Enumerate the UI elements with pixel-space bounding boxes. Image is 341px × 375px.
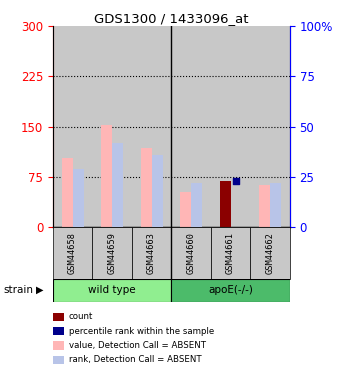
Bar	[191, 183, 202, 227]
Bar	[132, 26, 171, 227]
Text: percentile rank within the sample: percentile rank within the sample	[69, 327, 214, 336]
Bar	[132, 227, 171, 279]
Bar	[270, 183, 281, 227]
Text: GSM44662: GSM44662	[266, 232, 275, 274]
Bar	[53, 227, 92, 279]
Bar	[250, 26, 290, 227]
Text: value, Detection Call = ABSENT: value, Detection Call = ABSENT	[69, 341, 206, 350]
Bar	[92, 26, 132, 227]
Text: count: count	[69, 312, 93, 321]
Text: GSM44659: GSM44659	[108, 232, 117, 274]
Text: rank, Detection Call = ABSENT: rank, Detection Call = ABSENT	[69, 355, 202, 364]
Text: strain: strain	[3, 285, 33, 295]
Bar	[112, 142, 123, 227]
Bar	[171, 26, 211, 227]
Text: GSM44658: GSM44658	[68, 232, 77, 274]
Bar	[250, 227, 290, 279]
Text: wild type: wild type	[88, 285, 136, 295]
Text: apoE(-/-): apoE(-/-)	[208, 285, 253, 295]
Title: GDS1300 / 1433096_at: GDS1300 / 1433096_at	[94, 12, 249, 25]
Text: GSM44661: GSM44661	[226, 232, 235, 274]
Bar	[211, 227, 250, 279]
Bar	[92, 227, 132, 279]
Text: ▶: ▶	[36, 285, 43, 295]
Bar	[259, 185, 270, 227]
Bar	[53, 26, 92, 227]
Bar	[140, 148, 152, 227]
Text: GSM44660: GSM44660	[187, 232, 196, 274]
Bar	[171, 279, 290, 302]
Text: GSM44663: GSM44663	[147, 232, 156, 274]
Bar	[220, 182, 231, 227]
Bar	[53, 279, 171, 302]
Bar	[211, 26, 250, 227]
Bar	[152, 154, 163, 227]
Point	[233, 178, 239, 184]
Bar	[180, 192, 191, 227]
Bar	[73, 169, 84, 227]
Bar	[171, 227, 211, 279]
Bar	[61, 158, 73, 227]
Bar	[101, 125, 112, 227]
